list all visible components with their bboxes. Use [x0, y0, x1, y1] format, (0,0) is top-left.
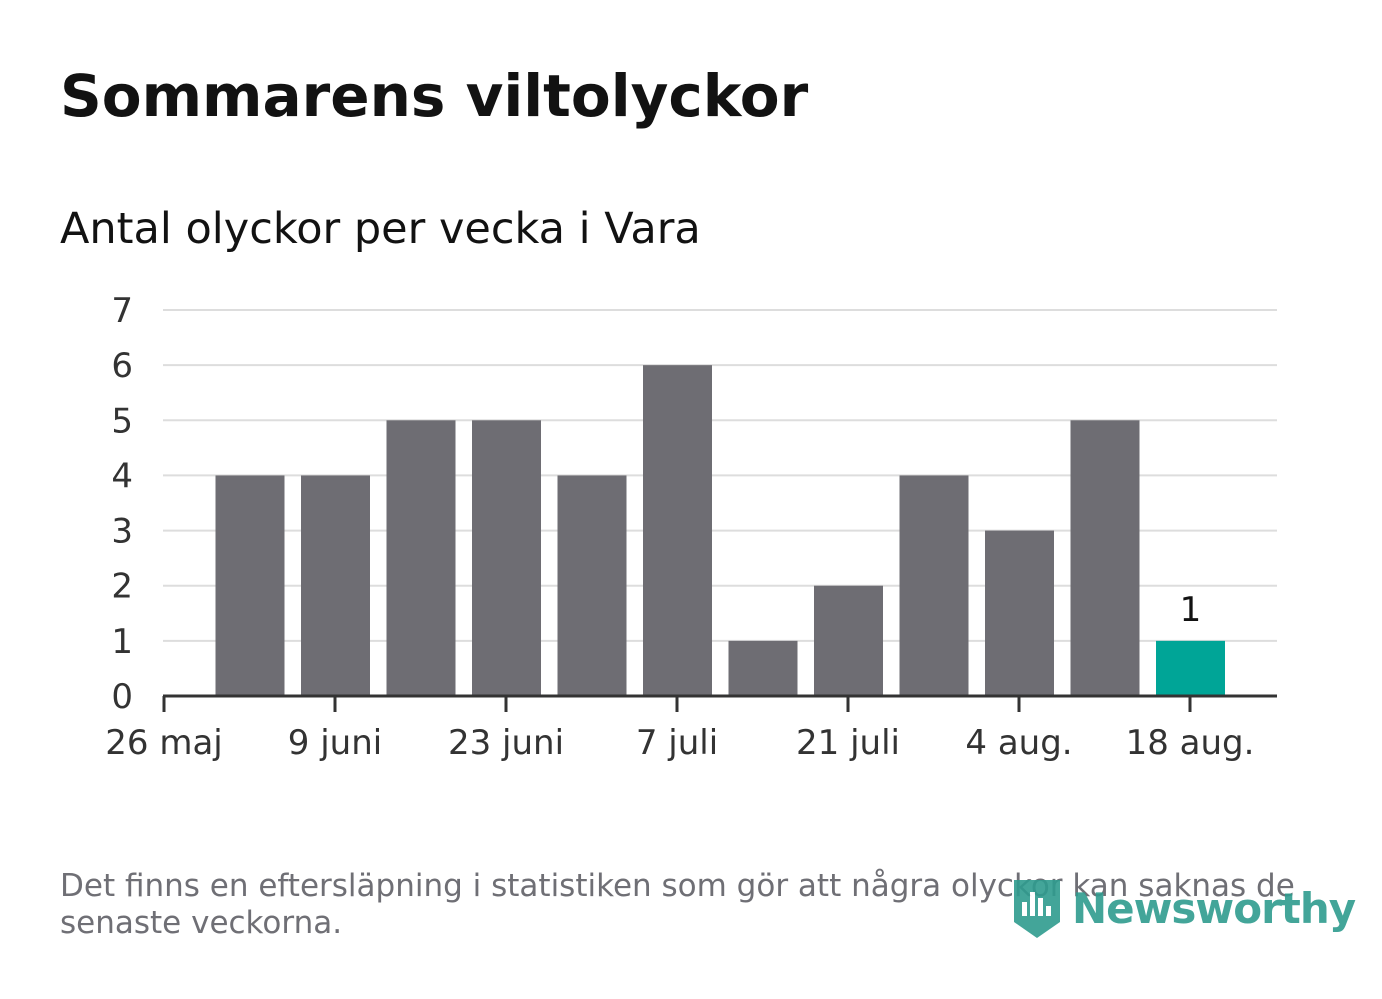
x-tick-label: 18 aug.: [1126, 723, 1255, 763]
bar: [899, 475, 969, 696]
y-tick-label: 6: [111, 346, 133, 386]
chart-subtitle: Antal olyckor per vecka i Vara: [60, 204, 701, 254]
bar: [985, 530, 1054, 696]
bar: [1070, 420, 1140, 696]
x-tick-label: 4 aug.: [965, 723, 1072, 763]
x-tick-label: 21 juli: [796, 723, 900, 763]
y-tick-label: 7: [111, 291, 133, 331]
bar: [814, 585, 883, 696]
x-tick-label: 7 juli: [636, 723, 718, 763]
bar: [472, 420, 541, 696]
bar: [728, 640, 798, 696]
bar: [1156, 640, 1225, 696]
newsworthy-logo: Newsworthy: [1010, 876, 1356, 940]
footnote: Det finns en eftersläpning i statistiken…: [60, 868, 1295, 941]
bar-chart: 0 1 2 3 4 5 6 7 1 26 maj 9 juni 23 juni 7 juli 21 j…: [105, 291, 1277, 763]
y-tick-label: 1: [111, 622, 133, 662]
bar: [301, 475, 370, 696]
chart-title: Sommarens viltolyckor: [60, 62, 809, 130]
data-labels: 1: [1180, 590, 1202, 630]
bar-chart-badge-icon: [1014, 880, 1060, 938]
bars: [215, 365, 1225, 696]
y-tick-label: 0: [111, 677, 133, 717]
x-axis: 26 maj 9 juni 23 juni 7 juli 21 juli 4 aug. 18…: [105, 694, 1277, 763]
y-tick-label: 4: [111, 456, 133, 496]
bar: [557, 475, 627, 696]
x-tick-label: 9 juni: [288, 723, 382, 763]
x-tick-label: 23 juni: [448, 723, 564, 763]
logo-text: Newsworthy: [1072, 883, 1356, 933]
bar: [643, 365, 712, 696]
bar: [386, 420, 456, 696]
y-tick-label: 2: [111, 567, 133, 607]
x-tick-label: 26 maj: [105, 723, 222, 763]
y-tick-label: 5: [111, 401, 133, 441]
y-axis-ticks: 0 1 2 3 4 5 6 7: [111, 291, 133, 717]
y-tick-label: 3: [111, 512, 133, 552]
bar: [215, 475, 285, 696]
data-label: 1: [1180, 590, 1202, 630]
